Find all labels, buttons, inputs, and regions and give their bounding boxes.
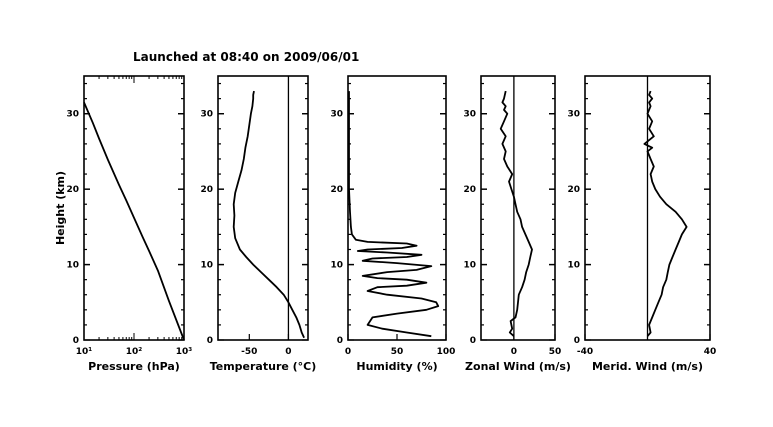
x-axis-label: Humidity (%) [356, 360, 437, 373]
y-tick-label: 0 [337, 336, 343, 346]
y-tick-label: 20 [567, 185, 580, 195]
x-tick-label: 0 [345, 347, 351, 357]
x-axis-label: Merid. Wind (m/s) [592, 360, 703, 373]
y-tick-label: 30 [66, 110, 79, 120]
temperature-profile-line [232, 90, 305, 339]
x-axis-label: Temperature (°C) [210, 360, 317, 373]
y-tick-label: 0 [470, 336, 476, 346]
y-tick-label: 10 [463, 261, 476, 271]
y-tick-label: 10 [200, 261, 213, 271]
temperature-panel: 0 10 20 30 -50 0 Temperature (°C) [200, 75, 317, 373]
y-axis-label: Height (km) [54, 171, 67, 245]
x-tick-label: 50 [549, 347, 562, 357]
x-tick-label: 100 [437, 347, 456, 357]
y-tick-label: 10 [567, 261, 580, 271]
x-axis-label: Pressure (hPa) [88, 360, 180, 373]
meridional-wind-profile-line [643, 90, 688, 337]
y-tick-label: 10 [66, 261, 79, 271]
figure-title: Launched at 08:40 on 2009/06/01 [133, 50, 359, 64]
x-tick-label: 10¹ [76, 347, 93, 357]
y-tick-label: 20 [330, 185, 343, 195]
plot-frame [217, 75, 309, 341]
x-tick-label: -40 [577, 347, 593, 357]
humidity-profile-line [348, 91, 440, 338]
x-tick-label: 50 [391, 347, 404, 357]
y-tick-label: 30 [567, 110, 580, 120]
y-tick-label: 0 [73, 336, 79, 346]
y-tick-label: 20 [200, 185, 213, 195]
pressure-profile-line [83, 102, 185, 341]
y-tick-label: 20 [66, 185, 79, 195]
y-tick-label: 10 [330, 261, 343, 271]
x-axis-label: Zonal Wind (m/s) [465, 360, 571, 373]
x-tick-label: 0 [511, 347, 517, 357]
y-tick-label: 30 [330, 110, 343, 120]
zonal-wind-panel: 0 10 20 30 0 50 Zonal Wind (m/s) [463, 75, 571, 373]
y-tick-label: 20 [463, 185, 476, 195]
pressure-panel: 0 10 20 30 10¹ 10² 10³ Pressure (hPa) [66, 75, 193, 373]
plot-frame [480, 75, 556, 341]
y-tick-label: 30 [463, 110, 476, 120]
x-tick-label: 10³ [176, 347, 193, 357]
y-tick-label: 30 [200, 110, 213, 120]
x-tick-label: 10² [126, 347, 143, 357]
x-tick-label: -50 [241, 347, 257, 357]
y-tick-label: 0 [207, 336, 213, 346]
x-tick-label: 0 [285, 347, 291, 357]
zonal-wind-profile-line [499, 90, 533, 337]
y-tick-label: 0 [574, 336, 580, 346]
x-tick-label: 40 [704, 347, 717, 357]
